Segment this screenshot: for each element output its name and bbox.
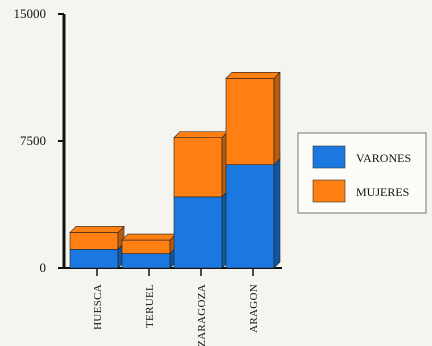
- category-labels: HUESCA TERUEL ZARAGOZA ARAGON: [92, 268, 260, 346]
- bar-huesca-mujeres: [69, 232, 119, 250]
- bar-top-teruel: [121, 233, 177, 241]
- category-label-teruel: TERUEL: [144, 284, 156, 328]
- category-label-huesca: HUESCA: [92, 284, 104, 330]
- bars-group: [69, 71, 281, 269]
- bar-top-zaragoza: [173, 131, 229, 138]
- bar-aragon-mujeres: [225, 78, 275, 166]
- bar-top-huesca: [69, 226, 125, 233]
- bar-zaragoza-mujeres: [173, 137, 223, 198]
- legend-label-varones: VARONES: [356, 151, 411, 165]
- category-label-zaragoza: ZARAGOZA: [196, 284, 208, 346]
- y-tick-label: 7500: [20, 133, 46, 148]
- bar-teruel-varones: [121, 253, 171, 269]
- bar-teruel-mujeres: [121, 239, 171, 254]
- bar-zaragoza-varones: [173, 196, 223, 269]
- bar-aragon-varones: [225, 164, 275, 269]
- y-tick-label: 15000: [14, 6, 47, 21]
- y-axis-ticks: 0 7500 15000: [14, 6, 64, 275]
- category-label-aragon: ARAGON: [248, 284, 260, 333]
- legend: VARONES MUJERES: [297, 132, 427, 214]
- bar-side-aragon-varones: [273, 157, 281, 269]
- legend-label-mujeres: MUJERES: [356, 185, 409, 199]
- bar-top-aragon: [225, 72, 281, 79]
- bar-side-aragon-mujeres: [273, 71, 281, 166]
- legend-swatch-varones: [312, 145, 346, 169]
- y-tick-label: 0: [40, 260, 47, 275]
- bar-huesca-varones: [69, 249, 119, 269]
- legend-swatch-mujeres: [312, 179, 346, 203]
